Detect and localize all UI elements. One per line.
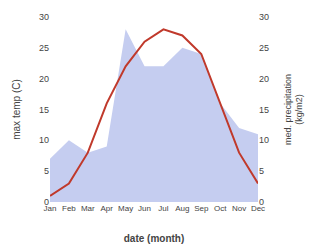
svg-text:Nov: Nov	[232, 204, 246, 213]
svg-text:Mar: Mar	[81, 204, 95, 213]
svg-text:30: 30	[259, 12, 269, 22]
svg-text:Dec: Dec	[251, 204, 265, 213]
svg-text:Sep: Sep	[194, 204, 209, 213]
svg-text:date (month): date (month)	[124, 233, 185, 244]
svg-text:15: 15	[39, 105, 49, 115]
svg-text:25: 25	[259, 43, 269, 53]
svg-text:Apr: Apr	[101, 204, 114, 213]
svg-text:5: 5	[44, 166, 49, 176]
svg-text:15: 15	[259, 105, 269, 115]
svg-text:20: 20	[259, 74, 269, 84]
svg-text:med. precipitation(kg/m2): med. precipitation(kg/m2)	[283, 74, 305, 145]
svg-text:Feb: Feb	[62, 204, 76, 213]
svg-text:0: 0	[259, 197, 264, 207]
svg-text:May: May	[118, 204, 133, 213]
svg-text:Oct: Oct	[214, 204, 227, 213]
svg-text:20: 20	[39, 74, 49, 84]
svg-text:Aug: Aug	[175, 204, 189, 213]
svg-text:Jan: Jan	[44, 204, 57, 213]
svg-text:10: 10	[259, 135, 269, 145]
svg-text:max temp (C): max temp (C)	[11, 79, 22, 140]
svg-text:30: 30	[39, 12, 49, 22]
svg-text:Jul: Jul	[158, 204, 168, 213]
svg-text:25: 25	[39, 43, 49, 53]
svg-text:10: 10	[39, 135, 49, 145]
svg-text:0: 0	[44, 197, 49, 207]
svg-text:5: 5	[259, 166, 264, 176]
svg-text:Jun: Jun	[138, 204, 151, 213]
